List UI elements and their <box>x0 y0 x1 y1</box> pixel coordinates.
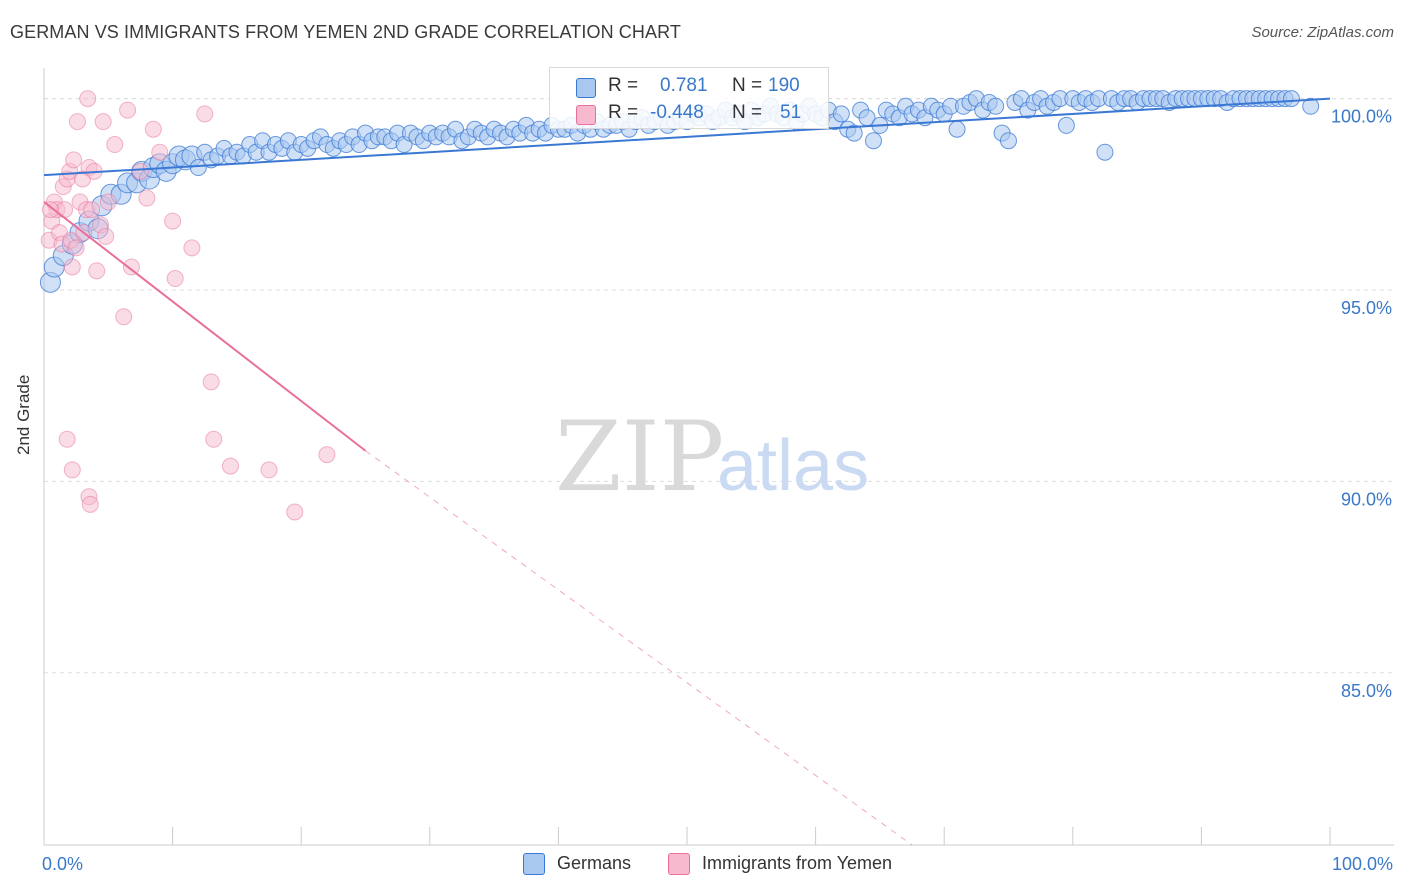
yemen-point <box>202 373 220 391</box>
german-point <box>1057 116 1075 134</box>
yemen-point <box>138 189 156 207</box>
german-point <box>1096 143 1114 161</box>
yemen-point <box>94 113 112 131</box>
yemen-point <box>164 212 182 230</box>
yemen-point <box>41 201 59 219</box>
yemen-swatch <box>576 105 596 125</box>
yemen-n-value: 51 <box>780 102 802 123</box>
yemen-point <box>122 258 140 276</box>
yemen-point <box>99 193 117 211</box>
yemen-point <box>205 430 223 448</box>
yemen-point <box>183 239 201 257</box>
yemen-trend-extension <box>365 450 913 846</box>
yemen-point <box>119 101 137 119</box>
germans-legend-swatch <box>523 853 545 875</box>
german-point <box>1302 97 1320 115</box>
y-tick-label: 100.0% <box>1331 107 1392 127</box>
german-point <box>1000 132 1017 150</box>
chart-title: GERMAN VS IMMIGRANTS FROM YEMEN 2ND GRAD… <box>10 22 681 42</box>
yemen-point <box>260 461 278 479</box>
yemen-point <box>97 227 115 245</box>
y-tick-label: 85.0% <box>1341 681 1392 701</box>
german-point <box>987 97 1005 115</box>
x-tick-label-max: 100.0% <box>1332 854 1393 874</box>
yemen-point <box>63 258 81 276</box>
germans-r-label: R = <box>608 75 639 96</box>
watermark: ZIP atlas <box>555 401 869 513</box>
trend-lines <box>43 97 1331 846</box>
yemen-point <box>63 461 81 479</box>
germans-swatch <box>576 78 596 98</box>
german-point <box>832 105 850 123</box>
yemen-point <box>67 239 85 257</box>
german-point <box>845 124 863 142</box>
german-point <box>1282 90 1300 108</box>
yemen-point <box>221 457 239 475</box>
yemen-trend-line <box>43 201 367 452</box>
tick-labels: 100.0% 95.0% 90.0% 85.0% 0.0% 100.0% <box>42 107 1393 874</box>
yemen-point <box>83 201 101 219</box>
axes <box>43 68 1394 846</box>
yemen-point <box>106 136 124 154</box>
legend-row-yemen: R = -0.448 N = 51 <box>550 101 828 127</box>
yemen-point <box>131 162 149 180</box>
yemen-point <box>166 270 184 288</box>
yemen-legend-label: Immigrants from Yemen <box>702 853 893 873</box>
yemen-point <box>68 113 86 131</box>
yemen-point <box>318 446 336 464</box>
yemen-point <box>65 151 83 169</box>
watermark-atlas: atlas <box>717 426 869 506</box>
yemen-point <box>56 201 74 219</box>
yemen-point <box>88 262 106 280</box>
germans-legend-label: Germans <box>557 853 632 873</box>
yemen-n-label: N = <box>732 102 763 123</box>
yemen-point <box>286 503 304 521</box>
yemen-r-value: -0.448 <box>650 102 704 123</box>
yemen-point <box>144 120 162 138</box>
german-point <box>948 120 966 138</box>
german-point <box>864 132 882 150</box>
german-point <box>189 159 207 177</box>
yemen-point <box>79 90 97 108</box>
y-axis-label: 2nd Grade <box>14 374 33 455</box>
germans-trend-line <box>43 97 1331 177</box>
y-tick-label: 95.0% <box>1341 298 1392 318</box>
yemen-point <box>151 143 169 161</box>
yemen-r-label: R = <box>608 102 639 123</box>
correlation-legend: R = 0.781 N = 190 R = -0.448 N = 51 <box>549 67 829 129</box>
y-tick-label: 90.0% <box>1341 489 1392 509</box>
legend-row-germans: R = 0.781 N = 190 <box>550 74 828 100</box>
germans-r-value: 0.781 <box>660 75 708 96</box>
yemen-point <box>58 430 76 448</box>
yemen-point <box>115 308 133 326</box>
yemen-point <box>81 495 99 513</box>
germans-n-value: 190 <box>768 75 800 96</box>
yemen-point <box>196 105 214 123</box>
germans-n-label: N = <box>732 75 763 96</box>
source-credit: Source: ZipAtlas.com <box>1251 24 1394 41</box>
yemen-legend-swatch <box>668 853 690 875</box>
watermark-zip: ZIP <box>555 401 724 513</box>
gridlines <box>44 98 1394 674</box>
x-tick-label-min: 0.0% <box>42 854 83 874</box>
